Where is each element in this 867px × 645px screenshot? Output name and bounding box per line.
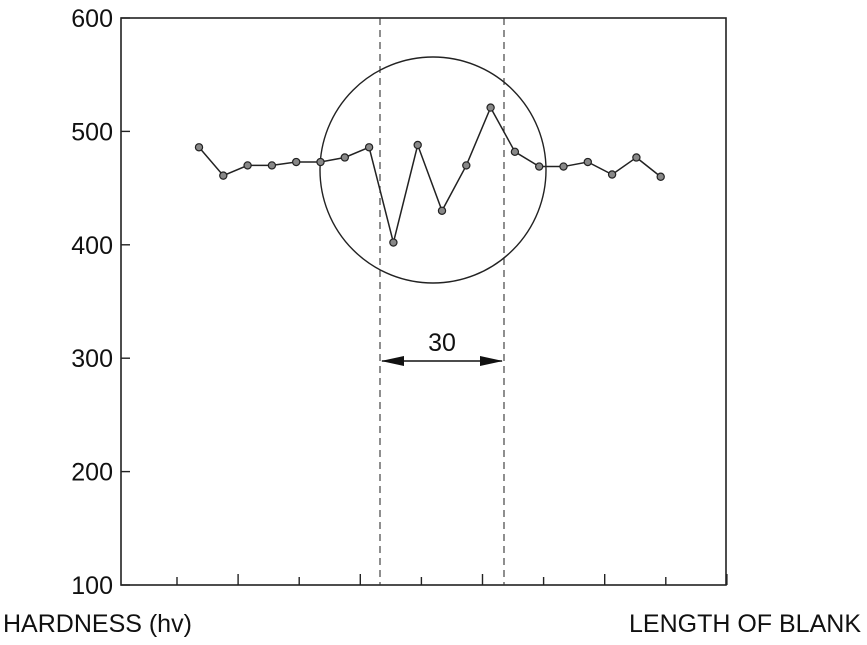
y-tick-label: 500	[71, 118, 113, 146]
x-axis-ticks	[177, 574, 727, 585]
data-point	[268, 162, 275, 169]
data-point	[609, 171, 616, 178]
y-tick-label: 600	[71, 5, 113, 33]
y-tick-label: 400	[71, 232, 113, 260]
data-point	[657, 173, 664, 180]
highlight-circle	[320, 57, 546, 283]
y-tick-label: 100	[71, 572, 113, 600]
data-point	[487, 104, 494, 111]
data-point	[293, 158, 300, 165]
data-point	[195, 144, 202, 151]
x-axis-label: LENGTH OF BLANK	[629, 610, 861, 638]
data-point	[366, 144, 373, 151]
plot-frame	[121, 18, 726, 585]
data-point	[317, 158, 324, 165]
data-point	[560, 163, 567, 170]
series-points-group	[195, 104, 664, 246]
data-point	[584, 158, 591, 165]
dimension-arrowhead-left	[381, 356, 404, 366]
region-dashed-lines	[380, 18, 504, 585]
data-point	[511, 148, 518, 155]
dimension-arrowhead-right	[480, 356, 503, 366]
series-line-group	[199, 108, 661, 243]
dimension-annotation: 30	[381, 329, 503, 366]
data-point	[390, 239, 397, 246]
data-point	[414, 141, 421, 148]
y-tick-label: 200	[71, 459, 113, 487]
data-point	[220, 172, 227, 179]
y-tick-label: 300	[71, 345, 113, 373]
data-point	[438, 207, 445, 214]
data-point	[244, 162, 251, 169]
series-line	[199, 108, 661, 243]
data-point	[341, 154, 348, 161]
data-point	[463, 162, 470, 169]
data-point	[633, 154, 640, 161]
data-point	[536, 163, 543, 170]
highlight-circle-group	[320, 57, 546, 283]
y-axis-label: HARDNESS (hv)	[3, 610, 192, 638]
dimension-label: 30	[428, 329, 456, 357]
